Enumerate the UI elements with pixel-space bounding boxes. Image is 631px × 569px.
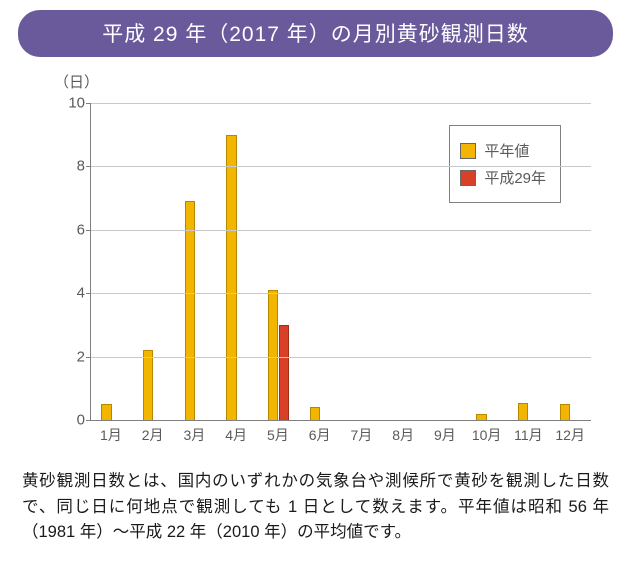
- x-tick-label: 10月: [472, 425, 502, 445]
- bar-平年値: [518, 403, 528, 420]
- x-tick-label: 8月: [392, 425, 414, 445]
- title-text: 平成 29 年（2017 年）の月別黄砂観測日数: [102, 23, 529, 46]
- x-tick-label: 6月: [309, 425, 331, 445]
- legend-swatch: [460, 143, 476, 159]
- title-banner: 平成 29 年（2017 年）の月別黄砂観測日数: [18, 10, 613, 57]
- bar-平年値: [268, 290, 278, 420]
- y-tick-label: 8: [61, 158, 85, 175]
- x-tick-label: 11月: [514, 425, 543, 445]
- y-tick-mark: [86, 293, 91, 294]
- bar-平年値: [560, 404, 570, 420]
- grid-line: [91, 293, 591, 294]
- legend-label: 平成29年: [484, 167, 546, 188]
- footnote: 黄砂観測日数とは、国内のいずれかの気象台や測候所で黄砂を観測した日数で、同じ日に…: [18, 469, 613, 546]
- y-tick-label: 4: [61, 285, 85, 302]
- bar-平年値: [476, 414, 486, 420]
- plot-area: 平年値平成29年 0246810: [90, 103, 591, 421]
- x-axis-labels: 1月 2月 3月 4月 5月 6月 7月 8月 9月 10月 11月 12月: [90, 425, 591, 447]
- chart: （日） 平年値平成29年 0246810 1月2月3月4月5月6月7月8月9月1…: [26, 71, 605, 451]
- bar-平年値: [226, 135, 236, 420]
- y-tick-mark: [86, 166, 91, 167]
- x-tick-label: 12月: [555, 425, 585, 445]
- x-tick-label: 3月: [183, 425, 205, 445]
- y-tick-label: 2: [61, 348, 85, 365]
- x-tick-label: 5月: [267, 425, 289, 445]
- x-tick-label: 7月: [350, 425, 372, 445]
- footnote-text: 黄砂観測日数とは、国内のいずれかの気象台や測候所で黄砂を観測した日数で、同じ日に…: [22, 472, 609, 541]
- legend-swatch: [460, 170, 476, 186]
- y-tick-label: 10: [61, 95, 85, 112]
- grid-line: [91, 357, 591, 358]
- y-tick-mark: [86, 420, 91, 421]
- legend-item: 平年値: [460, 140, 546, 161]
- legend-label: 平年値: [484, 140, 529, 161]
- y-tick-mark: [86, 230, 91, 231]
- x-tick-label: 4月: [225, 425, 247, 445]
- y-tick-label: 0: [61, 412, 85, 429]
- grid-line: [91, 166, 591, 167]
- bar-平年値: [185, 201, 195, 420]
- y-tick-label: 6: [61, 221, 85, 238]
- grid-line: [91, 230, 591, 231]
- bar-平年値: [143, 350, 153, 420]
- x-tick-label: 9月: [434, 425, 456, 445]
- bar-平年値: [310, 407, 320, 420]
- y-tick-mark: [86, 357, 91, 358]
- grid-line: [91, 103, 591, 104]
- legend-item: 平成29年: [460, 167, 546, 188]
- bar-平年値: [101, 404, 111, 420]
- legend: 平年値平成29年: [449, 125, 561, 203]
- x-tick-label: 2月: [142, 425, 164, 445]
- y-tick-mark: [86, 103, 91, 104]
- x-tick-label: 1月: [100, 425, 122, 445]
- bar-平成29年: [279, 325, 289, 420]
- y-axis-unit: （日）: [54, 71, 99, 92]
